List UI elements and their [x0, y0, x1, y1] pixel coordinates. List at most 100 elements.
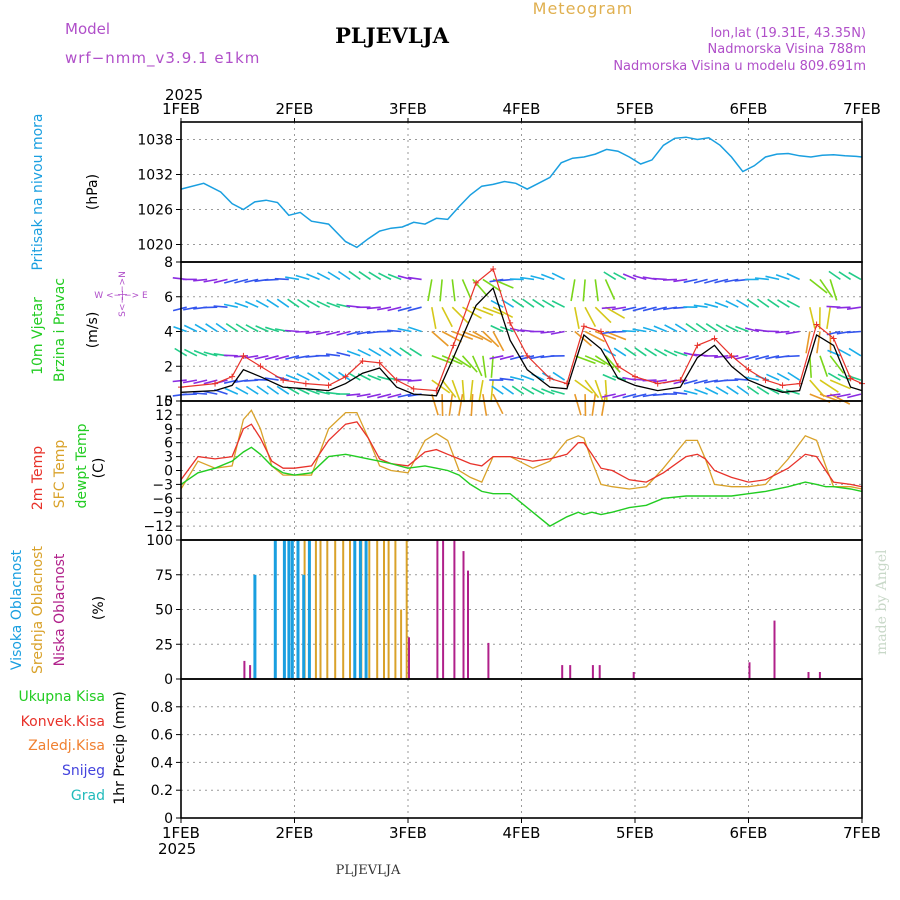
wind-arrow	[642, 306, 657, 312]
wind-gust-line	[180, 267, 863, 392]
cloud-low-bar	[818, 672, 821, 679]
wind-arrow	[551, 300, 565, 308]
wind-gust-point	[597, 328, 604, 335]
wind-arrow	[407, 379, 422, 382]
wind-arrow	[664, 324, 678, 333]
wind-arrow	[470, 394, 474, 417]
wind-arrow	[203, 351, 218, 357]
wind-arrow	[715, 386, 729, 395]
wind-arrow	[603, 271, 617, 281]
cloud-mid-bar	[342, 540, 345, 679]
cloud-tick-label: 0	[164, 672, 173, 688]
x-tick-label-bottom: 3FEB	[389, 824, 427, 842]
wind-arrow	[234, 278, 249, 284]
wind-arrow	[306, 299, 320, 308]
precip-snow-label: Snijeg	[62, 763, 105, 779]
wind-arrow	[172, 379, 187, 383]
wind-gust-point	[694, 342, 701, 349]
wind-arrow	[622, 273, 637, 281]
wind-arrow	[377, 306, 392, 311]
wind-arrow	[462, 330, 484, 341]
grid-layer	[181, 122, 862, 818]
pressure-tick-label: 1026	[137, 203, 173, 219]
x-tick-label-bottom: 4FEB	[503, 824, 541, 842]
year-top: 2025	[165, 86, 203, 104]
wind-arrow	[511, 385, 525, 395]
wind-arrow	[397, 275, 412, 281]
cloud-low-bar	[591, 665, 594, 679]
wind-arrow	[574, 355, 596, 365]
cloud-high-bar	[290, 540, 294, 679]
precip-grad-label: Grad	[71, 788, 105, 804]
wind-arrow	[397, 378, 412, 381]
cloud-low-bar	[249, 665, 252, 679]
wind-arrow	[848, 271, 862, 281]
wind-arrow	[541, 299, 555, 308]
wind-arrow	[501, 385, 515, 395]
wind-arrow	[348, 270, 361, 281]
wind-arrow	[193, 349, 208, 357]
temperature-tick-label: −9	[152, 505, 173, 521]
cloud-mid-bar	[387, 540, 390, 679]
pressure-tick-label: 1032	[137, 168, 173, 184]
wind-tick-label: 2	[164, 359, 173, 375]
wind-arrow	[766, 373, 780, 381]
wind-arrow	[746, 385, 760, 395]
wind-arrow	[305, 330, 320, 335]
cloud-mid-bar	[314, 540, 317, 679]
wind-arrow	[193, 392, 208, 395]
wind-arrow	[408, 326, 422, 333]
wind-gust-point	[677, 377, 684, 384]
pressure-tick-label: 1020	[137, 238, 173, 254]
wind-arrow	[256, 385, 269, 395]
wind-arrow	[674, 323, 688, 333]
wind-arrow	[203, 390, 218, 395]
wind-arrow	[490, 380, 494, 403]
cloud-mid-bar	[334, 540, 337, 679]
wind-arrow	[482, 393, 488, 416]
wind-gust-point	[257, 363, 264, 370]
wind-arrow	[809, 307, 816, 329]
wind-arrow	[378, 272, 392, 281]
wind-arrow	[357, 348, 371, 357]
wind-arrow	[622, 329, 637, 333]
wind-arrow	[755, 355, 770, 361]
wind-gust-point	[359, 358, 366, 365]
wind-arrow	[603, 348, 617, 357]
wind-arrow	[482, 278, 502, 293]
wind-arrow	[276, 298, 290, 308]
wind-arrow	[736, 299, 749, 308]
wind-arrow	[604, 279, 616, 300]
model-altitude-text: Nadmorska Visina u modelu 809.691m	[613, 59, 866, 74]
wind-arrow	[582, 279, 586, 302]
wind-arrow	[632, 328, 647, 333]
wind-arrow	[652, 379, 667, 383]
wind-arrow	[704, 278, 719, 284]
x-tick-label-top: 2FEB	[276, 100, 314, 118]
wind-arrow	[245, 324, 259, 333]
wind-arrow	[654, 348, 668, 357]
wind-arrow	[326, 330, 341, 336]
wind-arrow	[601, 393, 616, 398]
wind-arrow	[570, 279, 576, 302]
wind-arrow	[594, 306, 612, 324]
wind-arrow	[317, 371, 331, 381]
wind-arrow	[693, 379, 708, 385]
cloud-low-bar	[807, 672, 810, 679]
wind-arrow	[193, 379, 208, 385]
wind-arrow	[847, 393, 862, 399]
x-tick-label-bottom: 1FEB	[162, 824, 200, 842]
wind-arrow	[642, 379, 657, 382]
wind-arrow	[225, 322, 239, 333]
wind-gust-point	[711, 335, 718, 342]
wind-arrow	[605, 306, 625, 319]
wind-arrow	[828, 270, 841, 281]
wind-arrow	[451, 379, 461, 402]
wind-arrow	[254, 378, 269, 381]
wind-arrow	[809, 278, 828, 294]
cloud-high-bar	[364, 540, 368, 679]
cloud-high-bar	[287, 540, 291, 679]
wind-arrow	[826, 393, 841, 397]
wind-arrow	[265, 326, 279, 333]
